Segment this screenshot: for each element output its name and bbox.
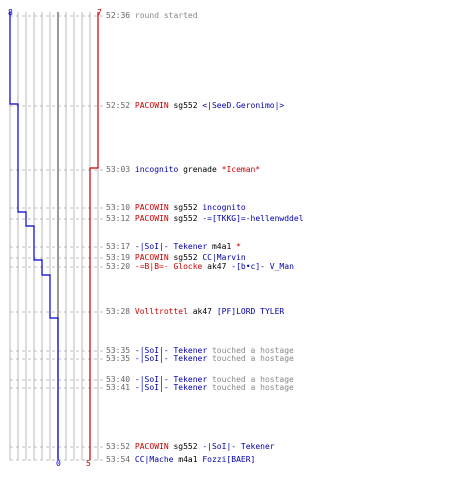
event-text-part: -|SoI|- Tekener [134, 354, 208, 363]
event-row: 53:17 -|SoI|- Tekener m4a1 * [106, 243, 241, 251]
event-text-part: sg552 [168, 214, 203, 223]
event-time: 53:52 [106, 442, 131, 451]
event-text-part: PACOWIN [134, 253, 169, 262]
event-text-part: *Iceman* [221, 165, 261, 174]
red-start-count: 7 [97, 8, 102, 17]
event-text-part: PACOWIN [134, 101, 169, 110]
event-text-part: touched a hostage [207, 383, 294, 392]
event-text-part: grenade [178, 165, 222, 174]
event-row: 53:12 PACOWIN sg552 -=[TKKG]=-hellenwdde… [106, 215, 304, 223]
event-text-part: m4a1 [207, 242, 237, 251]
event-text-part: m4a1 [173, 455, 203, 464]
event-text-part: ak47 [187, 307, 217, 316]
event-text-part: touched a hostage [207, 346, 294, 355]
event-row: 53:52 PACOWIN sg552 -|SoI|- Tekener [106, 443, 275, 451]
event-text-part: CC|Mache [134, 455, 174, 464]
event-text-part: -=[TKKG]=-hellenwddel [202, 214, 304, 223]
event-row: 53:40 -|SoI|- Tekener touched a hostage [106, 376, 294, 384]
event-text-part: sg552 [168, 101, 203, 110]
event-text-part: incognito [134, 165, 179, 174]
event-row: 53:35 -|SoI|- Tekener touched a hostage [106, 355, 294, 363]
event-text-part: Fozzi[BAER] [202, 455, 256, 464]
event-row: 53:03 incognito grenade *Iceman* [106, 166, 260, 174]
event-row: 53:28 Volltrottel ak47 [PF]LORD TYLER [106, 308, 284, 316]
event-text-part: incognito [202, 203, 246, 212]
event-text-part: touched a hostage [207, 375, 294, 384]
event-time: 53:10 [106, 203, 131, 212]
blue-start-count: 8 [8, 8, 13, 17]
event-row: 53:10 PACOWIN sg552 incognito [106, 204, 246, 212]
event-text-part: <|SeeD.Geronimo|> [202, 101, 285, 110]
event-time: 53:54 [106, 455, 131, 464]
event-row: 53:41 -|SoI|- Tekener touched a hostage [106, 384, 294, 392]
event-time: 53:35 [106, 346, 131, 355]
event-text-part: sg552 [168, 442, 203, 451]
event-time: 53:12 [106, 214, 131, 223]
event-row: 52:36 round started [106, 12, 198, 20]
event-text-part: touched a hostage [207, 354, 294, 363]
event-text-part: [PF]LORD TYLER [216, 307, 285, 316]
event-text-part: round started [134, 11, 198, 20]
blue-team-line [9, 12, 59, 460]
event-text-part: -|SoI|- Tekener [134, 242, 208, 251]
event-time: 53:41 [106, 383, 131, 392]
red-team-line [89, 12, 99, 460]
event-text-part: PACOWIN [134, 214, 169, 223]
event-time: 52:52 [106, 101, 131, 110]
event-text-part: PACOWIN [134, 442, 169, 451]
event-text-part: -[b•c]- V_Man [231, 262, 294, 271]
event-text-part: -|SoI|- Tekener [134, 375, 208, 384]
event-text-part: -|SoI|- Tekener [134, 346, 208, 355]
event-time: 53:35 [106, 354, 131, 363]
event-row: 53:19 PACOWIN sg552 CC|Marvin [106, 254, 246, 262]
event-time: 52:36 [106, 11, 131, 20]
event-text-part: -|SoI|- Tekener [202, 442, 275, 451]
event-time: 53:40 [106, 375, 131, 384]
event-row: 53:20 -=B|B=- Glocke ak47 -[b•c]- V_Man [106, 263, 294, 271]
event-time: 53:20 [106, 262, 131, 271]
event-time: 53:03 [106, 165, 131, 174]
event-text-part: PACOWIN [134, 203, 169, 212]
event-text-part: -|SoI|- Tekener [134, 383, 208, 392]
event-time: 53:19 [106, 253, 131, 262]
event-text-part: Volltrottel [134, 307, 188, 316]
event-time: 53:17 [106, 242, 131, 251]
event-text-part: * [236, 242, 241, 251]
event-text-part: sg552 [168, 253, 203, 262]
blue-end-count: 0 [56, 459, 61, 468]
event-row: 53:54 CC|Mache m4a1 Fozzi[BAER] [106, 456, 255, 464]
event-text-part: sg552 [168, 203, 203, 212]
event-text-part: CC|Marvin [202, 253, 246, 262]
event-row: 52:52 PACOWIN sg552 <|SeeD.Geronimo|> [106, 102, 284, 110]
event-text-part: -=B|B=- Glocke [134, 262, 203, 271]
event-text-part: ak47 [202, 262, 232, 271]
event-time: 53:28 [106, 307, 131, 316]
event-row: 53:35 -|SoI|- Tekener touched a hostage [106, 347, 294, 355]
red-end-count: 5 [86, 459, 91, 468]
